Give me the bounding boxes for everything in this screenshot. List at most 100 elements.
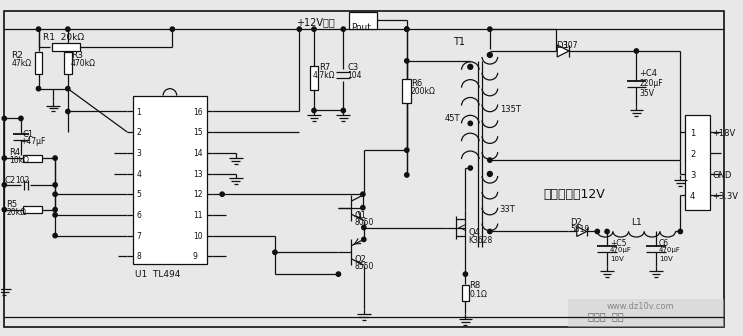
Text: R7: R7 — [319, 63, 330, 72]
Circle shape — [678, 229, 683, 234]
Text: 9: 9 — [193, 252, 198, 261]
Circle shape — [487, 158, 492, 162]
Circle shape — [605, 229, 609, 234]
Circle shape — [405, 27, 409, 31]
Text: C1: C1 — [23, 130, 34, 139]
Circle shape — [65, 27, 70, 31]
Text: C6: C6 — [659, 240, 669, 248]
Text: 15: 15 — [193, 128, 203, 137]
Text: 13: 13 — [193, 170, 203, 178]
Text: 107: 107 — [563, 41, 577, 50]
Bar — [349, 12, 377, 29]
Text: R2: R2 — [11, 51, 23, 60]
Text: 1: 1 — [136, 108, 141, 117]
Polygon shape — [557, 45, 569, 57]
Text: Pout: Pout — [351, 23, 371, 32]
Text: 102: 102 — [15, 176, 30, 185]
Text: D2: D2 — [570, 218, 582, 226]
Text: 200kΩ: 200kΩ — [411, 87, 435, 96]
Text: +12V输入: +12V输入 — [296, 17, 335, 27]
Circle shape — [53, 213, 57, 217]
Circle shape — [312, 27, 317, 31]
Text: L1: L1 — [632, 218, 642, 226]
Circle shape — [341, 27, 345, 31]
Text: 16: 16 — [193, 108, 203, 117]
Bar — [52, 43, 80, 51]
Text: 5: 5 — [136, 190, 141, 199]
Text: U1  TL494: U1 TL494 — [135, 270, 181, 279]
Text: 135T: 135T — [499, 104, 521, 114]
Circle shape — [220, 192, 224, 196]
Circle shape — [2, 116, 7, 121]
Circle shape — [405, 173, 409, 177]
Circle shape — [53, 183, 57, 187]
Circle shape — [36, 86, 41, 91]
Circle shape — [297, 27, 302, 31]
Text: 5819: 5819 — [570, 224, 589, 234]
Text: +C4: +C4 — [639, 69, 658, 78]
Text: Q1: Q1 — [354, 211, 366, 220]
Bar — [133, 96, 207, 264]
Text: 电子部  天地: 电子部 天地 — [588, 311, 623, 321]
Circle shape — [360, 206, 365, 210]
Text: 11: 11 — [193, 211, 202, 220]
Text: 0.1Ω: 0.1Ω — [470, 290, 487, 299]
Bar — [23, 206, 42, 213]
Circle shape — [2, 156, 7, 160]
Text: 6: 6 — [136, 211, 141, 220]
Text: R8: R8 — [470, 281, 481, 290]
Text: 4: 4 — [690, 192, 695, 201]
Circle shape — [19, 116, 23, 121]
Text: 8: 8 — [136, 252, 141, 261]
Bar — [685, 116, 710, 210]
Text: 33T: 33T — [499, 205, 516, 214]
Text: 45T: 45T — [445, 115, 461, 123]
Circle shape — [341, 108, 345, 113]
Circle shape — [487, 52, 493, 57]
Text: 12: 12 — [193, 190, 202, 199]
Circle shape — [2, 183, 7, 187]
Circle shape — [362, 237, 366, 242]
Text: 10V: 10V — [610, 256, 624, 262]
Text: 104: 104 — [347, 71, 362, 80]
Circle shape — [405, 148, 409, 152]
Text: +18V: +18V — [713, 129, 736, 138]
Circle shape — [36, 27, 41, 31]
Text: +47µF: +47µF — [20, 137, 45, 146]
Text: 3: 3 — [690, 171, 695, 180]
Text: 中九机改成12V: 中九机改成12V — [544, 188, 606, 201]
Bar — [403, 79, 411, 102]
Circle shape — [65, 86, 70, 91]
Circle shape — [360, 192, 365, 196]
Text: 10V: 10V — [659, 256, 672, 262]
Text: 14: 14 — [193, 149, 203, 158]
Circle shape — [312, 108, 317, 113]
Circle shape — [487, 229, 492, 234]
Circle shape — [487, 27, 492, 31]
Text: 20kΩ: 20kΩ — [6, 208, 26, 217]
Circle shape — [2, 207, 7, 212]
Text: 8550: 8550 — [354, 262, 374, 271]
Text: 35V: 35V — [639, 89, 655, 98]
Text: 4: 4 — [136, 170, 141, 178]
Circle shape — [464, 272, 467, 276]
Bar — [23, 155, 42, 162]
Text: 4.7kΩ: 4.7kΩ — [313, 71, 336, 80]
Circle shape — [595, 229, 600, 234]
Circle shape — [65, 109, 70, 114]
Text: T1: T1 — [452, 37, 464, 47]
Text: 220µF: 220µF — [639, 79, 663, 88]
Text: R3: R3 — [71, 51, 82, 60]
Text: 10kΩ: 10kΩ — [9, 156, 29, 165]
Circle shape — [53, 234, 57, 238]
Text: +3.3V: +3.3V — [713, 192, 739, 201]
Text: C2: C2 — [4, 176, 16, 185]
Circle shape — [468, 121, 473, 126]
Circle shape — [53, 207, 57, 212]
Circle shape — [635, 49, 638, 53]
Circle shape — [337, 272, 340, 276]
Circle shape — [468, 166, 473, 170]
Circle shape — [53, 192, 57, 196]
Text: D3: D3 — [557, 41, 568, 50]
Text: 47kΩ: 47kΩ — [11, 59, 31, 68]
